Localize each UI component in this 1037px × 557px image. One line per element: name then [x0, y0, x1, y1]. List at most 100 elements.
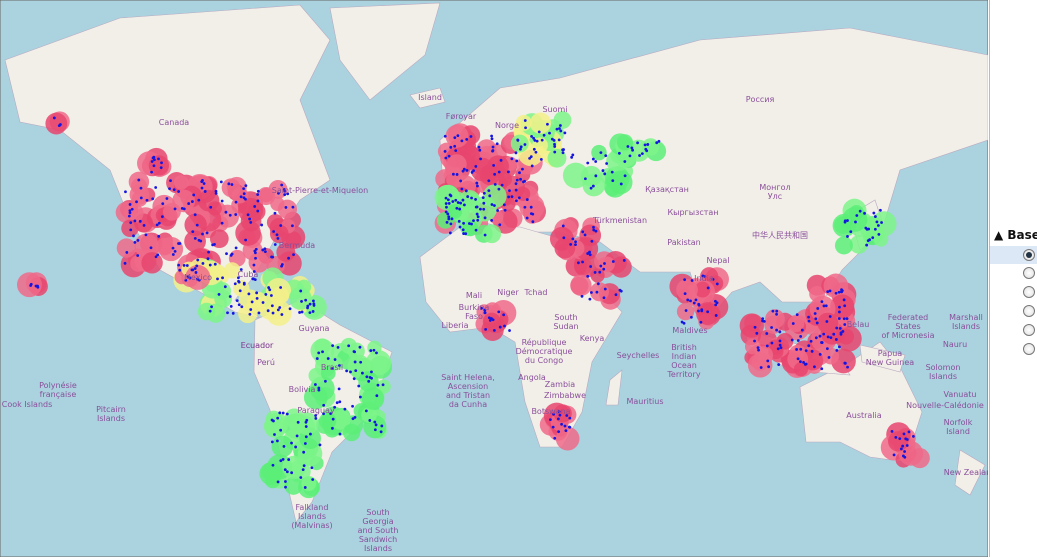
label-line: Kenya: [580, 334, 605, 343]
place-label: Zimbabwe: [544, 391, 586, 400]
point: [591, 157, 595, 161]
point: [136, 254, 140, 257]
point: [255, 291, 259, 295]
place-label: Niger: [497, 288, 519, 297]
point: [605, 162, 609, 165]
radio[interactable]: [1023, 324, 1035, 336]
point: [559, 129, 563, 133]
point: [364, 409, 368, 413]
layer-row[interactable]: [990, 321, 1037, 339]
point: [294, 445, 298, 449]
point: [333, 405, 337, 409]
point: [581, 260, 584, 264]
point: [497, 310, 501, 314]
layer-row[interactable]: [990, 283, 1037, 301]
place-label: Bermuda: [279, 241, 316, 250]
point: [235, 299, 239, 303]
point: [358, 345, 362, 349]
place-label: Maldives: [672, 326, 707, 335]
point: [230, 252, 234, 256]
layer-row[interactable]: [990, 302, 1037, 320]
point: [266, 309, 270, 313]
point: [495, 142, 499, 146]
place-label: Vanuatu: [943, 390, 976, 399]
point: [515, 159, 519, 163]
point: [588, 253, 592, 257]
layer-row[interactable]: [990, 340, 1037, 358]
layer-row[interactable]: [990, 264, 1037, 282]
point: [482, 201, 486, 205]
point: [459, 201, 462, 205]
point: [224, 210, 228, 214]
point: [583, 233, 587, 237]
point: [571, 153, 575, 157]
place-label: Türkmenistan: [592, 216, 647, 225]
label-line: Ascension: [448, 382, 488, 391]
layer-row[interactable]: [990, 246, 1037, 264]
label-line: Seychelles: [617, 351, 660, 360]
point: [197, 238, 201, 242]
point: [275, 439, 279, 443]
point: [178, 268, 182, 272]
point: [598, 270, 602, 274]
point: [630, 146, 634, 150]
point: [283, 193, 287, 197]
point: [451, 200, 455, 203]
point: [753, 339, 756, 343]
label-line: Cuba: [238, 270, 259, 279]
point: [223, 285, 227, 289]
point: [842, 317, 846, 321]
point: [700, 309, 704, 313]
point: [264, 293, 268, 296]
point: [840, 290, 843, 293]
place-label: Mexico: [184, 273, 212, 282]
point: [777, 363, 781, 366]
radio[interactable]: [1023, 249, 1035, 261]
point: [514, 151, 518, 155]
heat-blob: [282, 455, 306, 480]
radio[interactable]: [1023, 305, 1035, 317]
point: [286, 192, 290, 196]
point: [590, 239, 594, 243]
point: [602, 267, 606, 271]
point: [291, 205, 295, 209]
panel-title[interactable]: ▲ Base: [994, 228, 1037, 242]
point: [290, 441, 293, 445]
point: [623, 160, 627, 163]
point: [778, 339, 782, 343]
point: [498, 223, 502, 227]
point: [827, 356, 831, 359]
heat-blob: [121, 219, 139, 237]
place-label: Norge: [495, 121, 519, 130]
point: [192, 193, 196, 197]
point: [481, 196, 485, 200]
point: [157, 157, 160, 161]
radio[interactable]: [1023, 267, 1035, 279]
label-line: Indian: [672, 352, 697, 361]
point: [800, 328, 804, 332]
radio[interactable]: [1023, 286, 1035, 298]
point: [443, 149, 447, 153]
point: [132, 234, 135, 238]
radio[interactable]: [1023, 343, 1035, 355]
point: [465, 169, 469, 172]
point: [525, 216, 529, 220]
point: [228, 213, 232, 217]
point: [523, 143, 527, 146]
heat-blob: [547, 148, 567, 168]
point: [169, 179, 172, 183]
point: [276, 237, 280, 240]
point: [285, 412, 289, 416]
label-line: India: [694, 274, 714, 283]
point: [466, 195, 470, 198]
point: [203, 190, 207, 193]
label-line: Belau: [847, 320, 870, 329]
point: [226, 311, 229, 315]
label-line: française: [40, 390, 77, 399]
point: [295, 434, 299, 438]
heat-blob: [610, 256, 632, 278]
heat-blob: [197, 189, 220, 212]
point: [480, 306, 483, 310]
label-line: Brasil: [321, 363, 343, 372]
point: [157, 234, 161, 238]
